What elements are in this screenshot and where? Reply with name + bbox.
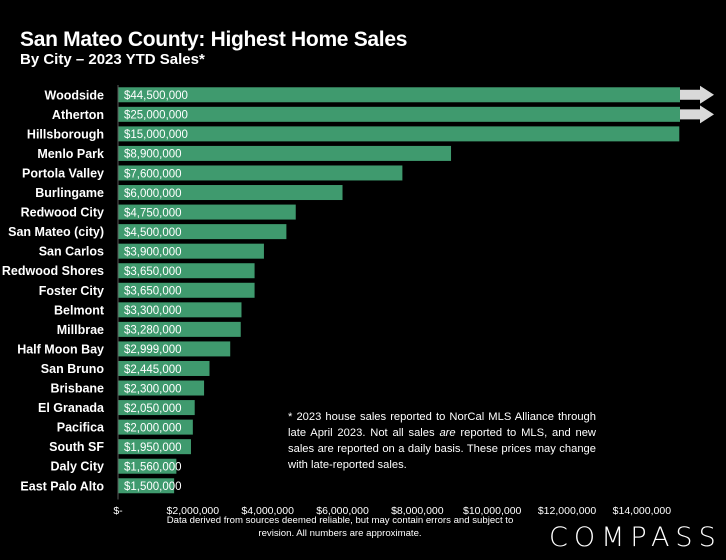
chart-title: San Mateo County: Highest Home Sales	[20, 28, 408, 51]
bar	[118, 400, 195, 416]
data-label: $3,650,000	[124, 266, 182, 278]
x-tick-label: $10,000,000	[463, 505, 522, 517]
data-label: $8,900,000	[124, 149, 182, 161]
data-label: $2,999,000	[124, 344, 182, 356]
data-label: $3,900,000	[124, 246, 182, 258]
bar	[118, 360, 210, 376]
bar	[118, 224, 287, 240]
category-label: Atherton	[52, 108, 104, 122]
category-label: San Mateo (city)	[8, 225, 104, 239]
bar	[118, 380, 205, 396]
category-label: San Bruno	[41, 362, 105, 376]
data-label: $2,300,000	[124, 383, 182, 395]
category-label: Portola Valley	[22, 166, 104, 180]
data-label: $1,500,000	[124, 481, 182, 493]
data-label: $1,560,000	[124, 462, 182, 474]
bar	[118, 419, 193, 435]
x-tick-label: $14,000,000	[613, 505, 672, 517]
x-tick-label: $6,000,000	[316, 505, 369, 517]
category-label: Belmont	[54, 303, 105, 317]
category-label: Half Moon Bay	[17, 342, 104, 356]
bar	[118, 341, 231, 357]
data-label: $3,280,000	[124, 325, 182, 337]
data-label: $2,000,000	[124, 422, 182, 434]
category-label: Woodside	[45, 88, 105, 102]
data-label: $15,000,000	[124, 129, 188, 141]
bar	[118, 321, 241, 337]
category-label: Millbrae	[57, 323, 104, 337]
source-note: Data derived from sources deemed reliabl…	[166, 515, 514, 539]
category-label: Daly City	[51, 460, 105, 474]
chart-subtitle: By City – 2023 YTD Sales*	[20, 51, 205, 68]
category-label: El Granada	[38, 401, 105, 415]
category-label: Pacifica	[57, 421, 105, 435]
bar	[118, 439, 191, 455]
x-tick-label: $12,000,000	[538, 505, 597, 517]
x-tick-label: $-	[113, 505, 123, 517]
category-label: Menlo Park	[37, 147, 104, 161]
bar	[118, 126, 680, 142]
bar	[118, 145, 452, 161]
bar	[118, 106, 680, 122]
x-tick-label: $4,000,000	[241, 505, 294, 517]
data-label: $44,500,000	[124, 90, 188, 102]
category-label: Redwood City	[21, 206, 104, 220]
compass-logo: COMPASS	[549, 522, 722, 553]
category-label: South SF	[49, 440, 104, 454]
footnote: * 2023 house sales reported to NorCal ML…	[288, 411, 597, 471]
data-label: $3,650,000	[124, 286, 182, 298]
data-label: $3,300,000	[124, 305, 182, 317]
data-label: $4,500,000	[124, 227, 182, 239]
bar	[118, 302, 242, 318]
data-label: $2,050,000	[124, 403, 182, 415]
bar	[118, 478, 175, 494]
bar	[118, 204, 296, 220]
bar	[118, 87, 680, 103]
bar	[118, 263, 255, 279]
bar	[118, 243, 264, 259]
category-label: San Carlos	[39, 245, 104, 259]
bar	[118, 458, 177, 474]
overflow-arrow	[680, 105, 714, 124]
bar	[118, 165, 403, 181]
category-label: Redwood Shores	[2, 264, 104, 278]
x-tick-label: $8,000,000	[391, 505, 444, 517]
category-label: Brisbane	[51, 382, 105, 396]
data-label: $4,750,000	[124, 207, 182, 219]
bar	[118, 185, 343, 201]
data-label: $2,445,000	[124, 364, 182, 376]
category-label: East Palo Alto	[20, 479, 104, 493]
x-tick-label: $2,000,000	[167, 505, 220, 517]
category-label: Burlingame	[35, 186, 104, 200]
data-label: $7,600,000	[124, 168, 182, 180]
data-label: $6,000,000	[124, 188, 182, 200]
overflow-arrow	[680, 85, 714, 104]
category-label: Hillsborough	[27, 127, 104, 141]
data-label: $25,000,000	[124, 110, 188, 122]
data-label: $1,950,000	[124, 442, 182, 454]
bar	[118, 282, 255, 298]
category-label: Foster City	[39, 284, 104, 298]
